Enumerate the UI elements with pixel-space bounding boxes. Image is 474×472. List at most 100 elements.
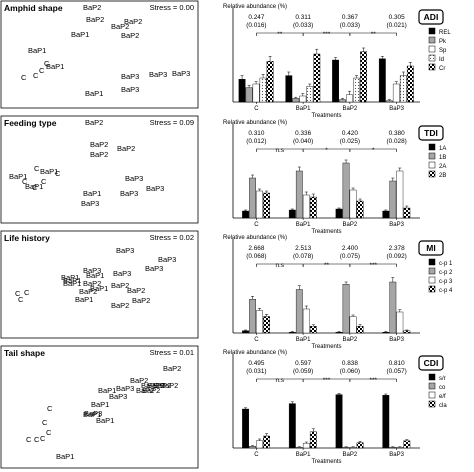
significance-label: *** [370, 262, 378, 269]
chart-badge [418, 355, 444, 371]
point-bap1: BaP1 [40, 167, 58, 176]
point-bap3: BaP3 [121, 72, 139, 81]
bar [403, 440, 411, 449]
index-se: (0.033) [293, 22, 313, 29]
bar [266, 61, 274, 103]
bar [288, 209, 296, 219]
bar [342, 447, 350, 449]
legend-swatch [428, 27, 436, 35]
bar [399, 75, 407, 103]
point-bap2: BaP2 [86, 15, 104, 24]
point-bap1: BaP1 [63, 279, 81, 288]
x-axis-label: Treatments [311, 113, 341, 119]
point-bap1: BaP1 [56, 452, 74, 461]
point-bap2: BaP2 [117, 144, 135, 153]
bar [256, 310, 263, 334]
x-tick-label: BaP2 [343, 222, 358, 228]
index-se: (0.068) [246, 253, 266, 260]
legend-swatch [428, 285, 436, 293]
nmds-panel-life-history: Life history Stress = 0.02 BaP3BaP3BaP3B… [0, 230, 199, 339]
bar [242, 408, 249, 449]
bar [403, 330, 411, 334]
x-tick-label: BaP3 [389, 452, 404, 458]
bar [349, 189, 357, 219]
chart-badge [418, 240, 444, 256]
point-c: C [47, 404, 53, 413]
bar [396, 311, 404, 334]
significance-label: *** [323, 377, 331, 384]
legend-label: Cr [439, 66, 445, 72]
index-value: 0.380 [389, 130, 405, 137]
index-value: 2.668 [248, 245, 264, 252]
point-bap2: BaP2 [111, 281, 129, 290]
bar-chart-cdi: Relative abundance (%) CDI 0.495(0.031) C 0.… [223, 350, 447, 465]
bar [356, 442, 364, 449]
nmds-title: Feeding type [4, 118, 57, 128]
significance-label: ** [371, 31, 376, 38]
point-bap2: BaP2 [124, 17, 142, 26]
chart-title: CDI [424, 358, 439, 368]
nmds-panel-feeding-type: Feeding type Stress = 0.09 BaP2BaP2BaP2B… [0, 115, 199, 224]
legend-label: c-p 1 [439, 261, 453, 267]
significance-label: ** [324, 262, 329, 269]
index-value: 2.378 [389, 245, 405, 252]
index-value: 0.810 [389, 360, 405, 367]
bar [346, 94, 353, 103]
legend-swatch [428, 267, 436, 275]
legend-label: Sp [439, 48, 447, 54]
x-tick-label: C [254, 337, 259, 343]
legend-label: 1B [439, 155, 446, 161]
point-c: C [44, 59, 50, 68]
point-bap2: BaP2 [142, 386, 160, 395]
bar [389, 180, 397, 219]
point-bap2: BaP2 [132, 296, 150, 305]
y-axis-label: Relative abundance (%) [223, 235, 287, 241]
stress-label: Stress = 0.01 [150, 348, 194, 357]
point-c: C [32, 183, 38, 192]
point-c: C [39, 66, 45, 75]
legend-swatch [428, 258, 436, 266]
point-bap2: BaP2 [85, 118, 103, 127]
point-bap2: BaP2 [83, 3, 101, 12]
index-se: (0.012) [246, 138, 266, 145]
bar [339, 99, 346, 103]
index-se: (0.031) [246, 368, 266, 375]
point-bap1: BaP1 [28, 46, 46, 55]
chart-title: MI [426, 243, 435, 253]
bar [263, 192, 270, 219]
point-c: C [33, 71, 39, 80]
bar [295, 447, 303, 449]
stress-label: Stress = 0.09 [150, 118, 194, 127]
bar [299, 95, 307, 103]
point-bap1: BaP1 [25, 182, 43, 191]
legend-swatch [428, 170, 436, 178]
x-tick-label: BaP2 [343, 452, 358, 458]
bar [256, 190, 263, 219]
legend-label: c-p 2 [439, 270, 453, 276]
bar [406, 65, 414, 103]
significance-label: ** [277, 31, 282, 38]
point-bap1: BaP1 [75, 295, 93, 304]
index-se: (0.033) [340, 22, 360, 29]
bar [238, 78, 246, 103]
bar [309, 431, 317, 449]
point-bap3: BaP3 [145, 264, 163, 273]
index-se: (0.092) [387, 253, 407, 260]
legend-swatch [428, 54, 436, 62]
point-bap3: BaP3 [172, 69, 190, 78]
index-se: (0.059) [293, 368, 313, 375]
index-value: 2.513 [295, 245, 311, 252]
bar [242, 330, 249, 334]
point-bap3: BaP3 [146, 184, 164, 193]
index-value: 0.311 [295, 14, 311, 21]
bar [259, 77, 267, 103]
legend-swatch [428, 382, 436, 390]
legend-label: c-p 4 [439, 288, 453, 294]
point-bap3: BaP3 [149, 70, 167, 79]
bar [389, 281, 397, 334]
index-value: 0.597 [295, 360, 311, 367]
bar [342, 162, 350, 219]
bar [302, 308, 310, 334]
